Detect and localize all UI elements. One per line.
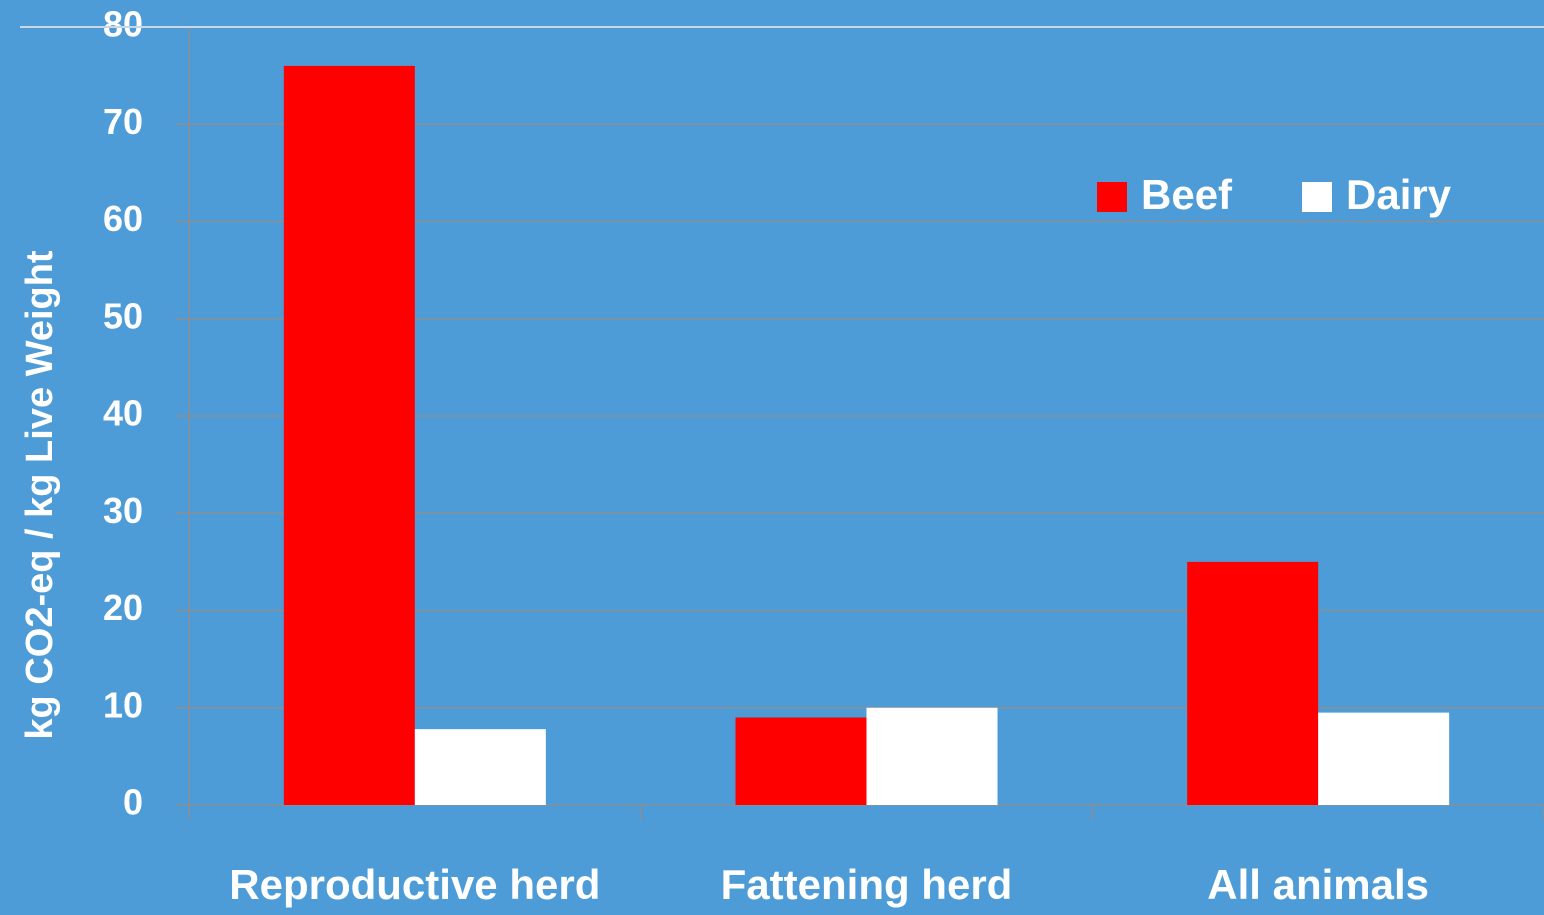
- y-tick-label: 80: [103, 4, 143, 45]
- bar: [735, 717, 867, 805]
- bar: [866, 707, 998, 805]
- legend-swatch: [1097, 182, 1127, 212]
- bar: [1318, 712, 1450, 805]
- y-tick-label: 40: [103, 393, 143, 434]
- legend-swatch: [1302, 182, 1332, 212]
- y-tick-label: 30: [103, 490, 143, 531]
- y-tick-label: 60: [103, 198, 143, 239]
- bar: [1187, 561, 1319, 805]
- y-tick-label: 0: [123, 782, 143, 823]
- y-tick-label: 10: [103, 684, 143, 725]
- x-tick-label: Reproductive herd: [229, 861, 600, 908]
- y-tick-label: 50: [103, 295, 143, 336]
- y-axis-title: kg CO2-eq / kg Live Weight: [19, 250, 61, 740]
- x-tick-label: Fattening herd: [721, 861, 1013, 908]
- bar: [414, 729, 546, 805]
- legend-label: Dairy: [1346, 171, 1452, 218]
- y-tick-label: 20: [103, 587, 143, 628]
- legend-label: Beef: [1141, 171, 1233, 218]
- bar: [283, 65, 415, 805]
- y-tick-label: 70: [103, 101, 143, 142]
- x-tick-label: All animals: [1207, 861, 1429, 908]
